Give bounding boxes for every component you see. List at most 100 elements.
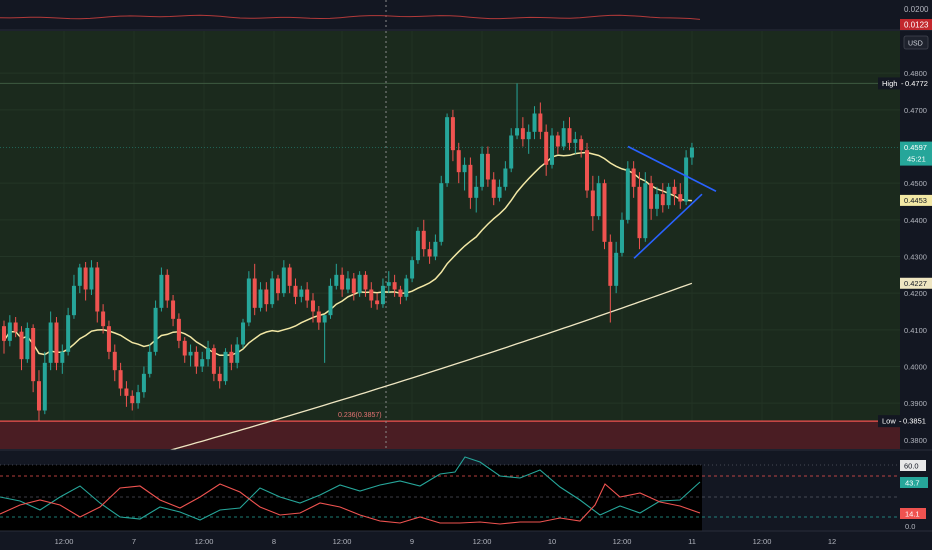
triangle-pattern-drawing[interactable] — [627, 145, 717, 259]
price-tick: 0.4100 — [904, 326, 927, 335]
candle-down — [310, 300, 315, 312]
candle-down — [678, 194, 683, 202]
candle-down — [340, 274, 345, 290]
candle-down — [538, 113, 543, 132]
low-marker-dash: - — [899, 417, 902, 426]
time-tick: 12:00 — [195, 537, 214, 546]
oscillator-green-line — [0, 456, 701, 521]
high-marker-label: High — [882, 79, 897, 88]
candle-up — [89, 267, 94, 290]
candle-up — [281, 267, 286, 294]
price-tick: 0.3800 — [904, 436, 927, 445]
candle-down — [363, 274, 368, 290]
candle-down — [316, 311, 321, 323]
candle-up — [643, 183, 648, 239]
candle-down — [392, 282, 397, 290]
moving-average-fast-line — [3, 151, 692, 357]
candle-up — [474, 186, 479, 198]
low-marker-label: Low — [882, 417, 896, 426]
ma-fast-badge: 0.4453 — [900, 194, 932, 206]
candle-up — [48, 322, 53, 363]
time-tick: 12:00 — [333, 537, 352, 546]
candle-down — [276, 278, 281, 294]
high-marker-dash: - — [901, 79, 904, 88]
candle-up — [445, 117, 450, 184]
candle-down — [579, 139, 584, 151]
candle-up — [206, 348, 211, 360]
candle-up — [462, 164, 467, 173]
top-indicator-panel: 0.0200 0.0123 — [0, 0, 932, 31]
main-price-panel[interactable]: 0.236(0.3857) — [0, 31, 900, 478]
candle-up — [322, 315, 327, 323]
candle-down — [194, 351, 199, 367]
level-label-60: 60.0 — [904, 462, 919, 471]
candle-down — [456, 150, 461, 173]
vertical-gridlines — [63, 31, 833, 449]
candle-down — [101, 311, 106, 327]
candle-down — [2, 326, 6, 341]
candle-up — [433, 241, 438, 257]
time-tick: 8 — [272, 537, 276, 546]
low-zone-band — [0, 421, 900, 449]
candle-down — [106, 326, 111, 352]
candle-up — [299, 289, 304, 297]
candle-up — [480, 153, 485, 187]
candle-up — [235, 344, 240, 363]
candle-down — [590, 190, 595, 217]
currency-button[interactable] — [903, 35, 929, 50]
price-tick: 0.4200 — [904, 289, 927, 298]
fib-level-label: 0.236(0.3857) — [338, 412, 382, 419]
low-marker-value: 0.3851 — [903, 417, 926, 426]
candle-down — [672, 186, 677, 195]
candle-down — [252, 278, 257, 308]
level-badge-60 — [900, 460, 926, 471]
candle-up — [561, 128, 566, 147]
time-tick: 12:00 — [613, 537, 632, 546]
candle-up — [619, 219, 624, 253]
red-value-label: 14.1 — [905, 510, 920, 519]
time-tick: 12:00 — [753, 537, 772, 546]
candle-down — [421, 230, 426, 250]
time-tick: 12 — [828, 537, 836, 546]
candle-down — [19, 331, 24, 360]
candle-up — [258, 289, 263, 308]
oscillator-red-line — [0, 483, 701, 525]
candle-up — [147, 351, 152, 374]
candle-down — [31, 328, 36, 382]
candle-up — [136, 392, 141, 404]
top-indicator-line — [0, 14, 701, 20]
candle-down — [637, 186, 642, 239]
candle-up — [25, 328, 30, 360]
candle-up — [334, 274, 339, 286]
candle-down — [369, 289, 374, 301]
candle-up — [666, 186, 671, 206]
candle-down — [211, 348, 216, 374]
green-value-label: 43.7 — [905, 479, 920, 488]
time-axis[interactable]: 12:00 7 12:00 8 12:00 9 12:00 10 12:00 11 12:00 12 — [0, 530, 932, 546]
candle-down — [544, 131, 549, 165]
candle-down — [36, 381, 41, 411]
candle-up — [684, 157, 689, 202]
price-tick-labels: 0.4800 0.4700 0.4500 0.4400 0.4300 0.4200 0.41… — [904, 69, 927, 445]
oscillator-background — [0, 465, 702, 531]
candle-up — [515, 128, 520, 136]
ma-fast-value: 0.4453 — [904, 196, 927, 205]
moving-average-slow-line — [73, 282, 693, 478]
candle-up — [7, 322, 12, 341]
candle-up — [550, 135, 555, 165]
top-value-badge — [900, 19, 932, 30]
oscillator-panel[interactable]: 60.0 43.7 14.1 0.0 — [0, 449, 932, 531]
candle-down — [83, 267, 88, 290]
top-tick-label: 0.0200 — [904, 5, 929, 14]
price-axis[interactable]: USD 0.4800 0.4700 0.4500 0.4400 0.4300 0.4200… — [878, 31, 932, 449]
top-value-badge-label: 0.0123 — [904, 21, 929, 30]
candle-down — [427, 249, 432, 257]
countdown-value: 45:21 — [907, 155, 926, 164]
candle-up — [71, 285, 76, 316]
candle-up — [380, 285, 385, 305]
high-marker-value: 0.4772 — [905, 79, 928, 88]
last-price-value: 0.4597 — [904, 143, 927, 152]
candle-up — [625, 168, 630, 220]
candle-down — [351, 278, 356, 294]
